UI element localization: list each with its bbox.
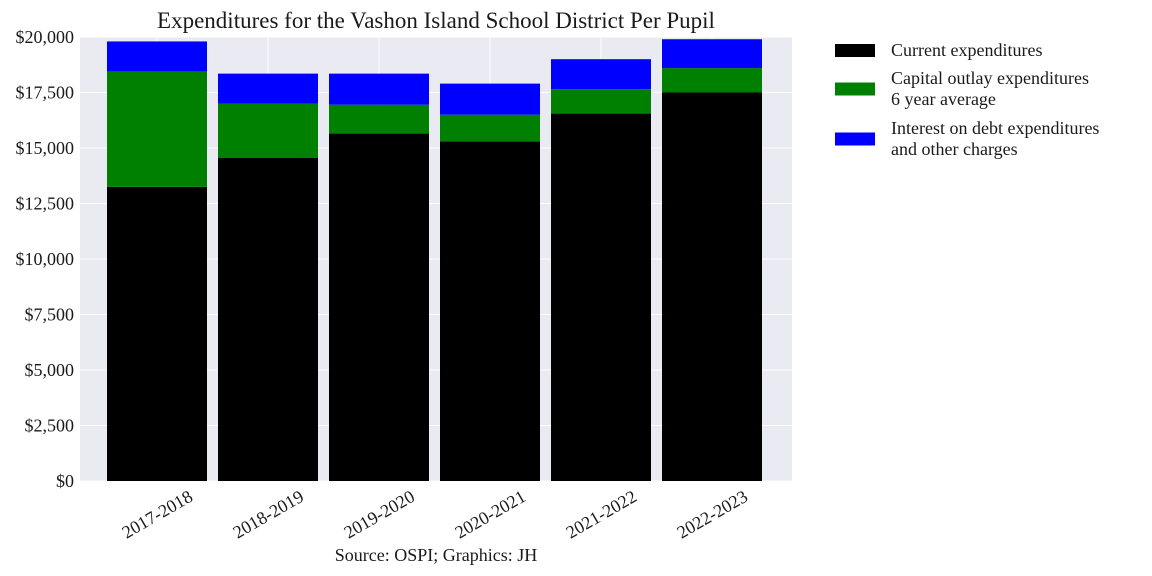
bar-2022-2023-series-1 [662, 68, 762, 93]
x-tick-label: 2020-2021 [451, 486, 529, 542]
legend: Current expenditures Capital outlay expen… [835, 40, 1099, 159]
bar-2019-2020-series-1 [329, 104, 429, 134]
x-tick-label: 2022-2023 [673, 486, 751, 542]
y-tick-label: $5,000 [25, 360, 75, 380]
bars [107, 39, 762, 482]
bar-2017-2018-series-1 [107, 71, 207, 187]
bar-2022-2023-series-0 [662, 92, 762, 481]
y-tick-label: $0 [56, 471, 74, 491]
bar-2019-2020-series-0 [329, 133, 429, 481]
legend-swatch [835, 82, 875, 96]
bar-2018-2019-series-0 [218, 157, 318, 482]
source-note: Source: OSPI; Graphics: JH [335, 545, 537, 565]
bar-2018-2019-series-2 [218, 73, 318, 104]
bar-2022-2023-series-2 [662, 39, 762, 69]
legend-swatch [835, 132, 875, 146]
legend-label: Capital outlay expenditures 6 year averag… [891, 68, 1089, 109]
y-tick-label: $12,500 [16, 194, 75, 214]
x-axis-ticks: 2017-2018 2018-2019 2019-2020 2020-2021 2021… [118, 486, 751, 542]
bar-2019-2020-series-2 [329, 73, 429, 105]
legend-swatch [835, 44, 875, 57]
legend-label: Current expenditures [891, 40, 1042, 60]
bar-2017-2018-series-0 [107, 186, 207, 481]
bar-2021-2022-series-0 [551, 113, 651, 481]
chart-title: Expenditures for the Vashon Island Schoo… [157, 8, 715, 33]
y-tick-label: $10,000 [16, 249, 75, 269]
bar-2018-2019-series-1 [218, 103, 318, 158]
y-tick-label: $15,000 [16, 138, 75, 158]
x-tick-label: 2021-2022 [562, 486, 640, 542]
legend-label: Interest on debt expenditures and other c… [891, 118, 1099, 159]
x-tick-label: 2018-2019 [229, 486, 307, 542]
bar-2021-2022-series-2 [551, 59, 651, 90]
bar-2020-2021-series-2 [440, 83, 540, 115]
x-tick-label: 2017-2018 [118, 486, 196, 542]
y-axis-ticks: $0 $2,500 $5,000 $7,500 $10,000 $12,500 $15,00… [16, 27, 75, 491]
y-tick-label: $7,500 [25, 305, 75, 325]
x-tick-label: 2019-2020 [340, 486, 418, 542]
bar-2017-2018-series-2 [107, 41, 207, 72]
bar-2020-2021-series-0 [440, 141, 540, 481]
y-tick-label: $2,500 [25, 416, 75, 436]
bar-2021-2022-series-1 [551, 89, 651, 114]
bar-2020-2021-series-1 [440, 114, 540, 142]
y-tick-label: $20,000 [16, 27, 75, 47]
y-tick-label: $17,500 [16, 83, 75, 103]
